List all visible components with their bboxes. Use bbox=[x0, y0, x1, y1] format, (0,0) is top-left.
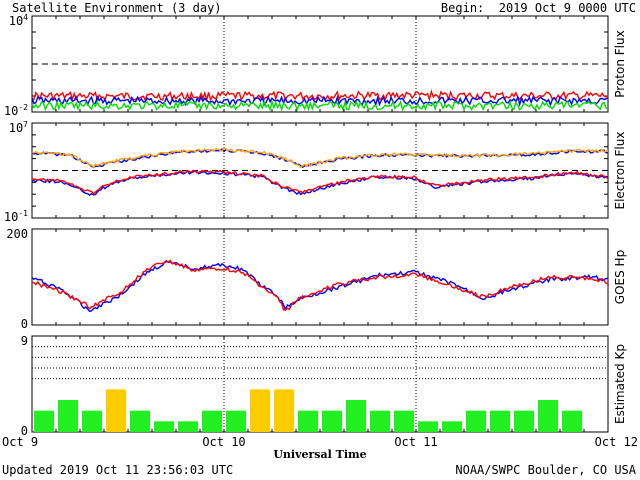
y-tick-label: 0 bbox=[21, 424, 28, 438]
kp-bar bbox=[562, 410, 582, 432]
kp-bar bbox=[274, 389, 294, 432]
begin-time: Begin: 2019 Oct 9 0000 UTC bbox=[440, 1, 636, 15]
kp-bar bbox=[466, 410, 486, 432]
series-line-green bbox=[31, 99, 609, 112]
kp-bar bbox=[154, 421, 174, 432]
series-line-blue bbox=[31, 95, 609, 107]
kp-bar bbox=[322, 410, 342, 432]
kp-bar bbox=[34, 410, 54, 432]
panel-ylabel: GOES Hp bbox=[613, 250, 627, 304]
panel-frame bbox=[31, 122, 609, 219]
panel-ylabel: Proton Flux bbox=[613, 30, 627, 97]
kp-bar bbox=[58, 400, 78, 432]
panel-ylabel: Estimated Kp bbox=[613, 344, 627, 424]
series-line-red bbox=[31, 259, 609, 311]
updated-time: Updated 2019 Oct 11 23:56:03 UTC bbox=[2, 463, 234, 477]
kp-bar bbox=[130, 410, 150, 432]
kp-bar bbox=[298, 410, 318, 432]
y-tick-label: 9 bbox=[21, 334, 28, 348]
x-tick-label: Oct 9 bbox=[2, 435, 38, 449]
y-tick-label: 104 bbox=[9, 13, 28, 28]
x-tick-label: Oct 11 bbox=[394, 435, 437, 449]
kp-bar bbox=[514, 410, 534, 432]
kp-bar bbox=[346, 400, 366, 432]
kp-bar bbox=[370, 410, 390, 432]
x-tick-label: Oct 10 bbox=[202, 435, 245, 449]
kp-bar bbox=[82, 410, 102, 432]
series-line-blue bbox=[31, 148, 609, 169]
series-line-orange bbox=[31, 147, 609, 169]
series-line-blue bbox=[31, 259, 609, 313]
series-line-red bbox=[31, 169, 609, 195]
series-line-blue bbox=[32, 169, 609, 196]
x-axis-title: Universal Time bbox=[273, 448, 366, 461]
y-tick-label: 200 bbox=[6, 227, 28, 241]
panel-frame bbox=[31, 228, 609, 326]
kp-bar bbox=[442, 421, 462, 432]
kp-bar bbox=[178, 421, 198, 432]
chart-title: Satellite Environment (3 day) bbox=[12, 1, 222, 15]
kp-bar bbox=[490, 410, 510, 432]
y-tick-label: 10-2 bbox=[4, 103, 28, 118]
kp-bar bbox=[202, 410, 222, 432]
kp-bar bbox=[418, 421, 438, 432]
panel-ylabel: Electron Flux bbox=[613, 132, 627, 210]
series-line-red bbox=[31, 89, 609, 103]
kp-bar bbox=[394, 410, 414, 432]
kp-bar bbox=[250, 389, 270, 432]
y-tick-label: 107 bbox=[9, 120, 28, 135]
y-tick-label: 10-1 bbox=[4, 209, 28, 224]
x-tick-label: Oct 12 bbox=[595, 435, 638, 449]
kp-bar bbox=[226, 410, 246, 432]
credit-text: NOAA/SWPC Boulder, CO USA bbox=[455, 463, 636, 477]
y-tick-label: 0 bbox=[21, 317, 28, 331]
kp-bar bbox=[106, 389, 126, 432]
kp-bar bbox=[538, 400, 558, 432]
